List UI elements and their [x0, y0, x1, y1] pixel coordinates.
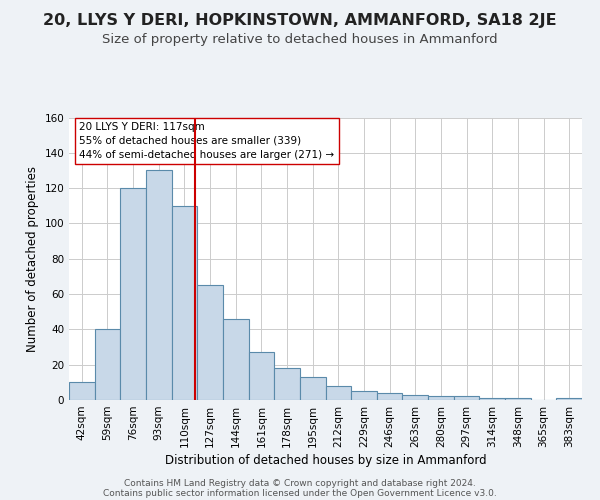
Y-axis label: Number of detached properties: Number of detached properties: [26, 166, 39, 352]
Bar: [403, 394, 428, 400]
Bar: [300, 377, 325, 400]
Bar: [428, 396, 454, 400]
Bar: [454, 396, 479, 400]
Text: Size of property relative to detached houses in Ammanford: Size of property relative to detached ho…: [102, 32, 498, 46]
Bar: [351, 391, 377, 400]
Bar: [223, 319, 248, 400]
Bar: [377, 393, 403, 400]
Text: Contains public sector information licensed under the Open Government Licence v3: Contains public sector information licen…: [103, 488, 497, 498]
Bar: [172, 206, 197, 400]
Text: 20 LLYS Y DERI: 117sqm
55% of detached houses are smaller (339)
44% of semi-deta: 20 LLYS Y DERI: 117sqm 55% of detached h…: [79, 122, 334, 160]
Bar: [556, 398, 582, 400]
Bar: [146, 170, 172, 400]
Bar: [121, 188, 146, 400]
X-axis label: Distribution of detached houses by size in Ammanford: Distribution of detached houses by size …: [164, 454, 487, 467]
Bar: [505, 398, 531, 400]
Text: Contains HM Land Registry data © Crown copyright and database right 2024.: Contains HM Land Registry data © Crown c…: [124, 478, 476, 488]
Bar: [197, 285, 223, 400]
Bar: [248, 352, 274, 400]
Text: 20, LLYS Y DERI, HOPKINSTOWN, AMMANFORD, SA18 2JE: 20, LLYS Y DERI, HOPKINSTOWN, AMMANFORD,…: [43, 12, 557, 28]
Bar: [69, 382, 95, 400]
Bar: [95, 330, 121, 400]
Bar: [479, 398, 505, 400]
Bar: [274, 368, 300, 400]
Bar: [325, 386, 351, 400]
